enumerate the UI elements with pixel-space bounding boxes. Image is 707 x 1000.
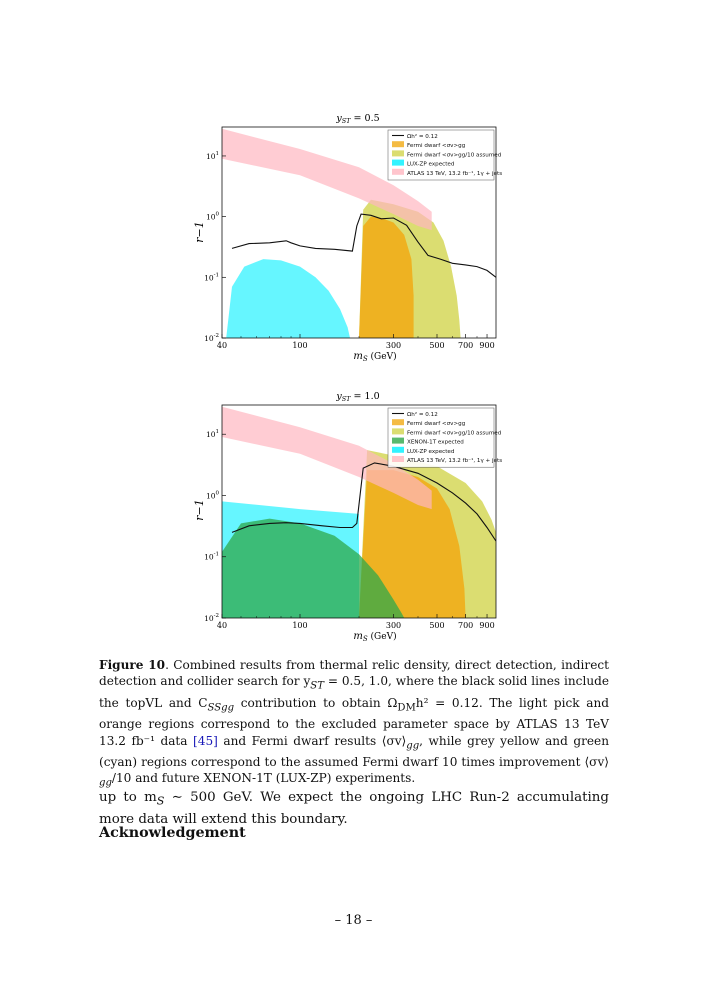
x-tick-label: 900 (479, 621, 494, 630)
legend-swatch (392, 437, 404, 444)
region-fermi-dwarf-v-gg (359, 216, 414, 338)
legend-swatch (392, 446, 404, 453)
legend-label: ATLAS 13 TeV, 13.2 fb⁻¹, 1γ + jets (407, 457, 502, 464)
x-tick-label: 100 (292, 621, 307, 630)
x-tick-label: 300 (386, 341, 401, 350)
legend-label: ATLAS 13 TeV, 13.2 fb⁻¹, 1γ + jets (407, 170, 502, 177)
y-tick-label: 101 (206, 429, 219, 439)
y-tick-label: 10-2 (204, 333, 219, 343)
x-tick-label: 100 (292, 341, 307, 350)
legend: Ωh² = 0.12 Fermi dwarf <σv>gg Fermi dwarf … (387, 407, 502, 468)
legend-swatch (392, 159, 404, 166)
region-atlas-13-tev-13-2-fb-1-jets (222, 128, 432, 231)
chart-title: yST = 1.0 (335, 391, 379, 403)
legend-label: Ωh² = 0.12 (407, 411, 438, 418)
chart-ystr-0-5: yST = 0.5 40 100 300 500 700 900 101 100 10-1 10-… (193, 113, 502, 363)
x-axis-label: mS (GeV) (353, 631, 396, 643)
figure-label: Figure 10 (99, 658, 166, 672)
legend-swatch (392, 456, 404, 462)
y-axis-label: r−1 (193, 221, 206, 242)
legend-box (387, 407, 495, 468)
region-fermi-dwarf-v-gg (359, 470, 466, 618)
y-axis-label: r−1 (193, 499, 206, 520)
region-atlas-13-tev-13-2-fb-1-jets (222, 406, 432, 510)
chart-title: yST = 0.5 (335, 113, 379, 125)
x-tick-label: 900 (479, 341, 494, 350)
x-tick-label: 700 (458, 341, 473, 350)
legend: Ωh² = 0.12 Fermi dwarf <σv>gg Fermi dwarf … (387, 129, 502, 181)
y-tick-label: 10-1 (204, 552, 219, 562)
y-tick-label: 10-2 (204, 613, 219, 623)
legend-label: LUX-ZP expected (407, 162, 455, 168)
y-tick-label: 100 (206, 212, 220, 222)
y-tick-label: 10-1 (204, 272, 219, 282)
figure-caption: Figure 10. Combined results from thermal… (99, 658, 610, 789)
x-tick-label: 700 (458, 621, 473, 630)
x-tick-label: 40 (217, 341, 227, 350)
legend-swatch (392, 141, 404, 148)
x-tick-label: 40 (217, 621, 227, 630)
citation-link[interactable]: [45] (193, 733, 218, 748)
legend-box (387, 129, 495, 181)
x-tick-label: 500 (429, 621, 444, 630)
x-axis-label: mS (GeV) (353, 351, 396, 363)
legend-swatch (392, 419, 404, 426)
legend-label: XENON-1T expected (407, 440, 464, 446)
legend-label: Ωh² = 0.12 (407, 133, 438, 140)
x-tick-label: 500 (429, 341, 444, 350)
legend-label: LUX-ZP expected (407, 449, 455, 455)
legend-swatch (392, 168, 404, 175)
legend-label: Fermi dwarf <σv>gg/10 assumed (407, 430, 502, 436)
relic-density-line (231, 213, 496, 278)
y-tick-label: 101 (206, 151, 219, 161)
section-heading: Acknowledgement (99, 825, 246, 841)
legend-label: Fermi dwarf <σv>gg/10 assumed (407, 152, 502, 158)
body-paragraph: up to mS ∼ 500 GeV. We expect the ongoin… (99, 790, 609, 828)
figure-ystr-0-5: yST = 0.5 40 100 300 500 700 900 101 100 10-1 10-… (190, 100, 530, 365)
figure-ystr-1-0: yST = 1.0 40 100 300 500 700 900 101 100 10-1 10-… (190, 380, 530, 645)
relic-density-line (231, 462, 496, 542)
legend-label: Fermi dwarf <σv>gg (407, 421, 466, 427)
legend-swatch (392, 150, 404, 157)
chart-ystr-1-0: yST = 1.0 40 100 300 500 700 900 101 100 10-1 10-… (193, 391, 502, 643)
legend-label: Fermi dwarf <σv>gg (407, 143, 466, 149)
region-xenon-1t-expected (222, 518, 405, 618)
y-tick-label: 100 (206, 490, 220, 500)
legend-swatch (392, 428, 404, 435)
region-lux-zp-expected (226, 259, 350, 338)
page-number: – 18 – (334, 913, 373, 928)
x-tick-label: 300 (386, 621, 401, 630)
